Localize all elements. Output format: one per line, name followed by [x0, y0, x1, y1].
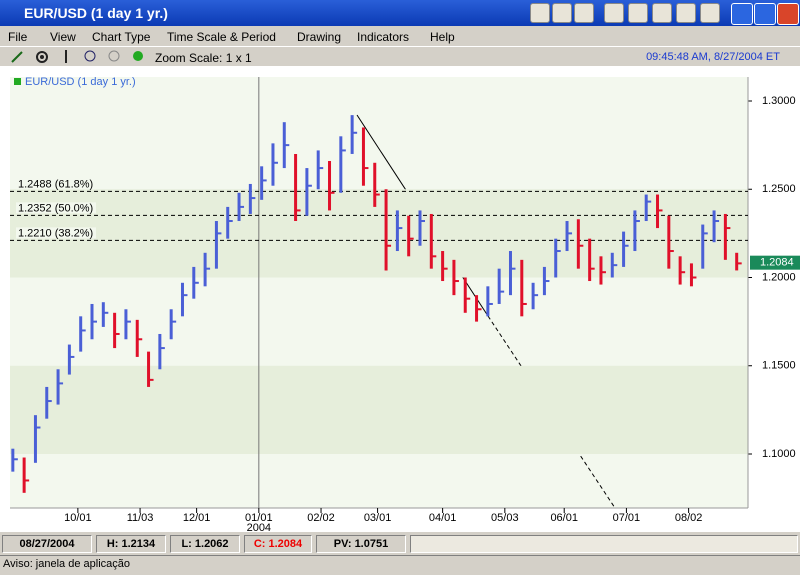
- tool-icon[interactable]: [574, 3, 594, 23]
- grid-band: [10, 365, 748, 454]
- fib-label: 1.2352 (50.0%): [18, 202, 93, 214]
- tool-icon[interactable]: [530, 3, 550, 23]
- title-bar: EUR/USD (1 day 1 yr.): [0, 0, 800, 26]
- y-tick-label: 1.1000: [762, 448, 796, 460]
- minimize-button[interactable]: [731, 3, 753, 25]
- clock: 09:45:48 AM, 8/27/2004 ET: [646, 51, 780, 63]
- x-tick-label: 07/01: [613, 512, 641, 524]
- x-tick-label: 03/01: [364, 512, 392, 524]
- x-tick-label: 10/01: [64, 512, 92, 524]
- menu-item[interactable]: Time Scale & Period: [167, 30, 276, 44]
- year-label: 2004: [247, 522, 271, 532]
- window-title: EUR/USD (1 day 1 yr.): [24, 5, 168, 21]
- status-date: 08/27/2004: [2, 535, 92, 553]
- x-tick-label: 11/03: [127, 512, 154, 524]
- fib-label-bg: [16, 178, 96, 190]
- menu-item[interactable]: Drawing: [297, 30, 342, 44]
- menu-item[interactable]: Help: [430, 30, 455, 44]
- tool-icon[interactable]: [628, 3, 648, 23]
- fib-label-bg: [16, 202, 96, 214]
- fib-label: 1.2210 (38.2%): [18, 227, 93, 239]
- x-tick-label: 02/02: [307, 512, 335, 524]
- fib-label: 1.2488 (61.8%): [18, 178, 93, 190]
- last-price-box: [750, 255, 800, 270]
- legend-swatch: [14, 78, 21, 85]
- x-tick-label: 01/01: [245, 512, 273, 524]
- tool-icon[interactable]: [604, 3, 624, 23]
- status-pv: PV: 1.0751: [316, 535, 406, 553]
- zoom-scale: Zoom Scale: 1 x 1: [155, 51, 252, 65]
- status-high: H: 1.2134: [96, 535, 166, 553]
- status-bar: 08/27/2004 H: 1.2134 L: 1.2062 C: 1.2084…: [0, 533, 800, 553]
- y-tick-label: 1.3000: [762, 95, 796, 107]
- x-tick-label: 05/03: [491, 512, 519, 524]
- chart: EUR/USD (1 day 1 yr.) 1.1000 1.1500 1.2000…: [0, 66, 800, 532]
- maximize-button[interactable]: [754, 3, 776, 25]
- tool-icon[interactable]: [552, 3, 572, 23]
- toolbar: Zoom Scale: 1 x 1 09:45:48 AM, 8/27/2004…: [0, 46, 800, 67]
- scrollbar[interactable]: [410, 535, 798, 553]
- footer: Aviso: janela de aplicação: [0, 555, 800, 575]
- status-close: C: 1.2084: [244, 535, 312, 553]
- close-button[interactable]: [777, 3, 799, 25]
- menu-item[interactable]: View: [50, 30, 76, 44]
- tool-icons: [11, 50, 143, 63]
- x-tick-label: 06/01: [550, 512, 578, 524]
- tool-icon[interactable]: [700, 3, 720, 23]
- status-low: L: 1.2062: [170, 535, 240, 553]
- y-tick-label: 1.1500: [762, 360, 796, 372]
- grid-band: [10, 189, 748, 278]
- menu-item[interactable]: Indicators: [357, 30, 410, 44]
- y-tick-label: 1.2500: [762, 183, 796, 195]
- fib-label-bg: [16, 227, 96, 239]
- menu-item[interactable]: File: [8, 30, 28, 44]
- menu-bar: File View Chart Type Time Scale & Period…: [0, 28, 800, 46]
- x-tick-label: 08/02: [675, 512, 703, 524]
- last-price-label: 1.2084: [760, 257, 794, 269]
- menu-item[interactable]: Chart Type: [92, 30, 151, 44]
- y-tick-label: 1.2000: [762, 271, 796, 283]
- tool-icon[interactable]: [676, 3, 696, 23]
- x-tick-label: 12/01: [183, 512, 211, 524]
- x-tick-label: 04/01: [429, 512, 457, 524]
- legend-label: EUR/USD (1 day 1 yr.): [25, 76, 136, 88]
- tool-icon[interactable]: [652, 3, 672, 23]
